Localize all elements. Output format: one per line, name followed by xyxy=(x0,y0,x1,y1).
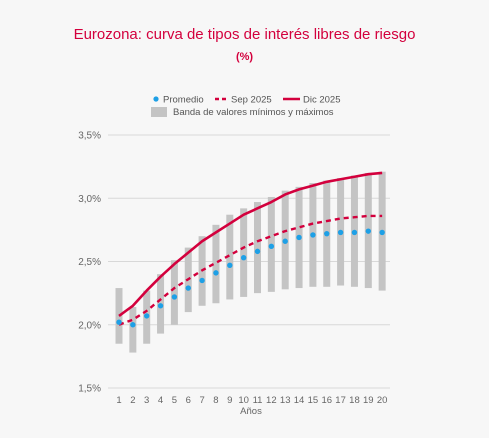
promedio-point xyxy=(351,229,358,236)
legend-promedio-label: Promedio xyxy=(163,95,204,106)
promedio-dots xyxy=(116,228,385,328)
promedio-point xyxy=(379,229,385,236)
band-bar xyxy=(212,224,220,304)
promedio-point xyxy=(337,229,344,236)
x-axis-label: Años xyxy=(240,406,262,417)
y-tick-label: 1,5% xyxy=(78,384,101,395)
band-bar xyxy=(226,214,234,300)
gridlines xyxy=(108,134,390,389)
band-bar xyxy=(254,202,261,294)
series-lines xyxy=(118,171,383,326)
band-bar xyxy=(129,307,137,353)
legend-band-label: Banda de valores mínimos y máximos xyxy=(173,107,334,118)
y-tick-labels: 1,5% 2,0% 2,5% 3,0% 3,5% xyxy=(78,131,101,395)
promedio-point xyxy=(240,255,247,261)
legend: Promedio Sep 2025 Dic 2025 Banda de valo… xyxy=(151,95,341,118)
promedio-point xyxy=(365,228,371,234)
x-tick-label: 18 xyxy=(349,395,360,406)
promedio-point xyxy=(296,234,302,241)
band-bars xyxy=(115,171,386,353)
promedio-point xyxy=(254,248,261,255)
y-tick-label: 2,5% xyxy=(78,257,101,268)
x-tick-label: 5 xyxy=(172,395,177,406)
legend-band-marker xyxy=(151,107,167,117)
y-tick-label: 3,0% xyxy=(78,194,101,205)
x-tick-label: 8 xyxy=(213,395,218,406)
x-tick-label: 14 xyxy=(294,395,305,406)
x-tick-label: 13 xyxy=(280,395,291,406)
x-tick-label: 12 xyxy=(266,395,277,406)
x-tick-label: 6 xyxy=(186,395,191,406)
x-tick-label: 19 xyxy=(363,395,374,406)
x-tick-labels: 1 2 3 4 5 6 7 8 9 10 11 12 13 14 15 16 17 18 19 20 xyxy=(116,395,387,406)
promedio-point xyxy=(185,285,191,291)
chart-subtitle: (%) xyxy=(235,51,254,63)
dic-2025-line xyxy=(118,171,383,317)
band-bar xyxy=(115,288,123,344)
band-bar xyxy=(170,260,178,325)
promedio-point xyxy=(144,313,150,319)
promedio-point xyxy=(171,294,178,300)
x-tick-label: 17 xyxy=(335,395,346,406)
x-tick-label: 11 xyxy=(253,395,263,406)
promedio-point xyxy=(199,277,205,284)
sep-2025-line xyxy=(118,214,383,326)
promedio-point xyxy=(227,262,233,268)
x-tick-label: 16 xyxy=(321,395,332,406)
x-tick-label: 9 xyxy=(227,395,232,406)
promedio-point xyxy=(157,303,164,309)
y-tick-label: 2,0% xyxy=(78,320,101,331)
chart-title: Eurozona: curva de tipos de interés libr… xyxy=(73,26,416,43)
x-tick-label: 3 xyxy=(144,395,149,406)
promedio-point xyxy=(310,232,316,238)
legend-sep-label: Sep 2025 xyxy=(231,95,272,106)
promedio-point xyxy=(116,319,122,325)
promedio-point xyxy=(268,243,275,250)
promedio-point xyxy=(282,238,288,244)
promedio-point xyxy=(213,270,219,276)
band-bar xyxy=(240,208,248,297)
promedio-point xyxy=(324,230,330,237)
y-tick-label: 3,5% xyxy=(78,131,101,142)
x-tick-label: 10 xyxy=(238,395,249,406)
promedio-point xyxy=(130,322,136,328)
x-tick-label: 1 xyxy=(116,395,121,406)
x-tick-label: 20 xyxy=(377,395,388,406)
legend-dic-label: Dic 2025 xyxy=(303,95,341,106)
x-tick-label: 4 xyxy=(158,395,163,406)
x-tick-label: 15 xyxy=(308,395,319,406)
legend-promedio-marker xyxy=(153,96,159,102)
x-tick-label: 7 xyxy=(199,395,204,406)
x-tick-label: 2 xyxy=(130,395,135,406)
